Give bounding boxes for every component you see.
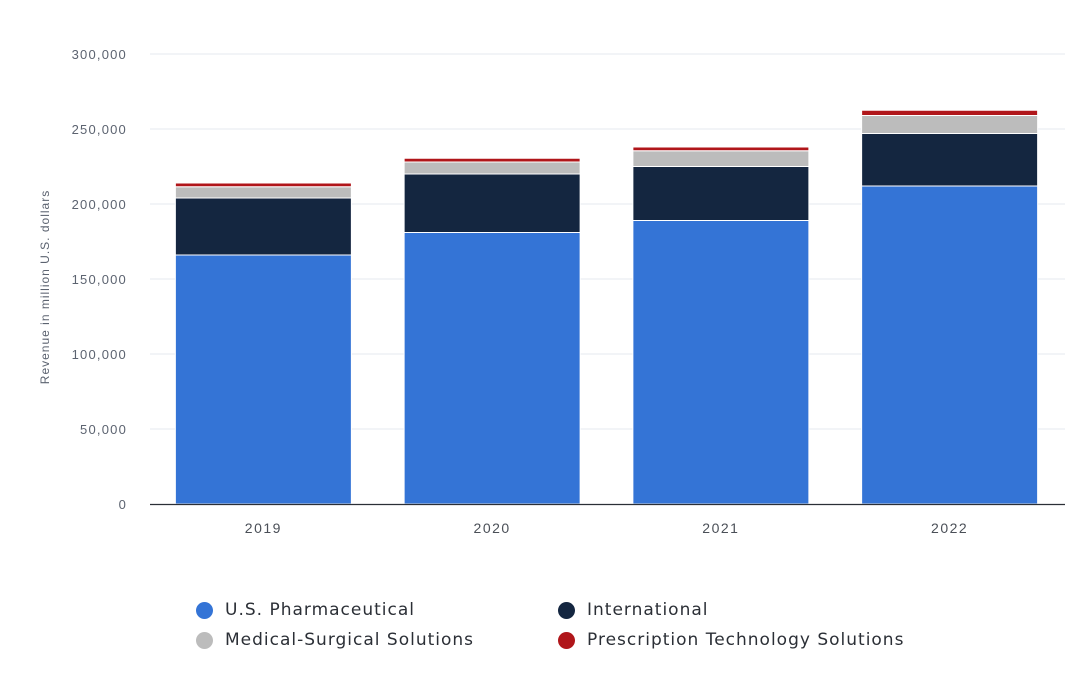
bar-segment-medical-surgical-solutions-2020 bbox=[403, 161, 581, 175]
bar-segment-medical-surgical-solutions-2021 bbox=[632, 150, 810, 167]
legend-label: U.S. Pharmaceutical bbox=[225, 600, 416, 620]
bar-segment-u-s-pharmaceutical-2020 bbox=[403, 232, 581, 505]
bar-segment-prescription-technology-solutions-2022 bbox=[861, 109, 1039, 116]
bar-segment-medical-surgical-solutions-2022 bbox=[861, 115, 1039, 134]
y-tick-label: 100,000 bbox=[72, 347, 127, 362]
y-tick-label: 0 bbox=[119, 497, 127, 512]
y-tick-label: 50,000 bbox=[80, 422, 127, 437]
x-tick-label: 2021 bbox=[702, 520, 739, 536]
bar-segment-prescription-technology-solutions-2021 bbox=[632, 146, 810, 152]
bar-segment-u-s-pharmaceutical-2021 bbox=[632, 220, 810, 505]
legend-label: Medical-Surgical Solutions bbox=[225, 630, 475, 650]
legend-marker-icon bbox=[196, 631, 213, 649]
y-tick-label: 150,000 bbox=[72, 272, 127, 287]
bar-segment-international-2020 bbox=[403, 173, 581, 233]
y-tick-label: 300,000 bbox=[72, 47, 127, 62]
legend-item-us-pharmaceutical[interactable]: U.S. Pharmaceutical bbox=[196, 600, 558, 620]
legend-marker-icon bbox=[196, 601, 213, 619]
legend-item-prescription-technology[interactable]: Prescription Technology Solutions bbox=[558, 630, 938, 650]
bar-segment-prescription-technology-solutions-2020 bbox=[403, 157, 581, 163]
legend: U.S. Pharmaceutical International Medica… bbox=[196, 600, 956, 650]
bar-segment-prescription-technology-solutions-2019 bbox=[174, 182, 352, 188]
bar-segment-international-2022 bbox=[861, 133, 1039, 187]
bar-segment-u-s-pharmaceutical-2019 bbox=[174, 254, 352, 505]
bar-segment-international-2021 bbox=[632, 166, 810, 221]
legend-item-medical-surgical[interactable]: Medical-Surgical Solutions bbox=[196, 630, 558, 650]
bar-chart: 0 50,000 100,000 150,000 200,000 250,000 300,0… bbox=[38, 47, 1065, 536]
y-tick-label: 250,000 bbox=[72, 122, 127, 137]
y-axis-title: Revenue in million U.S. dollars bbox=[38, 190, 52, 384]
y-tick-label: 200,000 bbox=[72, 197, 127, 212]
x-tick-label: 2019 bbox=[245, 520, 282, 536]
x-tick-label: 2022 bbox=[931, 520, 968, 536]
legend-label: Prescription Technology Solutions bbox=[587, 630, 905, 650]
legend-marker-icon bbox=[558, 601, 575, 619]
legend-label: International bbox=[587, 600, 709, 620]
x-tick-label: 2020 bbox=[474, 520, 511, 536]
bar-segment-international-2019 bbox=[174, 197, 352, 256]
bar-segment-u-s-pharmaceutical-2022 bbox=[861, 185, 1039, 505]
legend-marker-icon bbox=[558, 631, 575, 649]
legend-item-international[interactable]: International bbox=[558, 600, 938, 620]
bar-segment-medical-surgical-solutions-2019 bbox=[174, 186, 352, 199]
